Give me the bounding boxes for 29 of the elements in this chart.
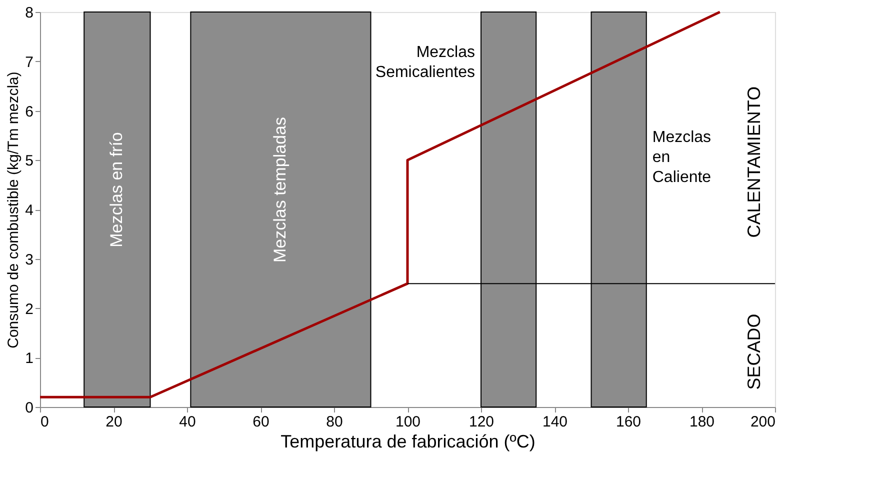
x-tick-label: 120 [468,414,494,430]
x-axis-title: Temperatura de fabricación (ºC) [280,432,536,452]
y-tick-label: 7 [25,54,34,71]
y-tick-label: 0 [25,400,34,416]
y-tick-label: 8 [25,4,34,22]
y-tick-label: 4 [25,202,34,219]
annotation: CALENTAMIENTO [744,86,764,238]
band-label: Mezclas Semicalientes [375,44,475,81]
line-series [38,10,722,398]
annotation: SECADO [744,314,764,390]
band-label: Mezclas en frío [107,132,126,248]
x-tick-label: 40 [179,414,196,430]
y-tick-label: 1 [25,350,34,368]
x-tick-label: 20 [106,414,122,430]
x-tick-label: 140 [542,414,568,430]
y-tick-label: 2 [25,300,34,318]
x-tick-label: 60 [252,414,270,430]
x-tick-label: 200 [750,414,776,430]
x-tick-label: 160 [616,414,642,430]
x-tick-label: 80 [326,414,343,430]
x-tick-label: 100 [395,414,421,430]
y-tick-label: 5 [25,152,34,170]
y-axis-title: Consumo de combustible (kg/Tm mezcla) [5,72,22,348]
x-tick-label: 180 [689,414,715,430]
x-tick-label: 0 [40,414,49,430]
y-tick-label: 3 [25,251,34,268]
y-tick-label: 6 [25,103,34,120]
band-label: Mezclas en Caliente [652,129,712,186]
band-label: Mezclas templadas [270,116,290,263]
